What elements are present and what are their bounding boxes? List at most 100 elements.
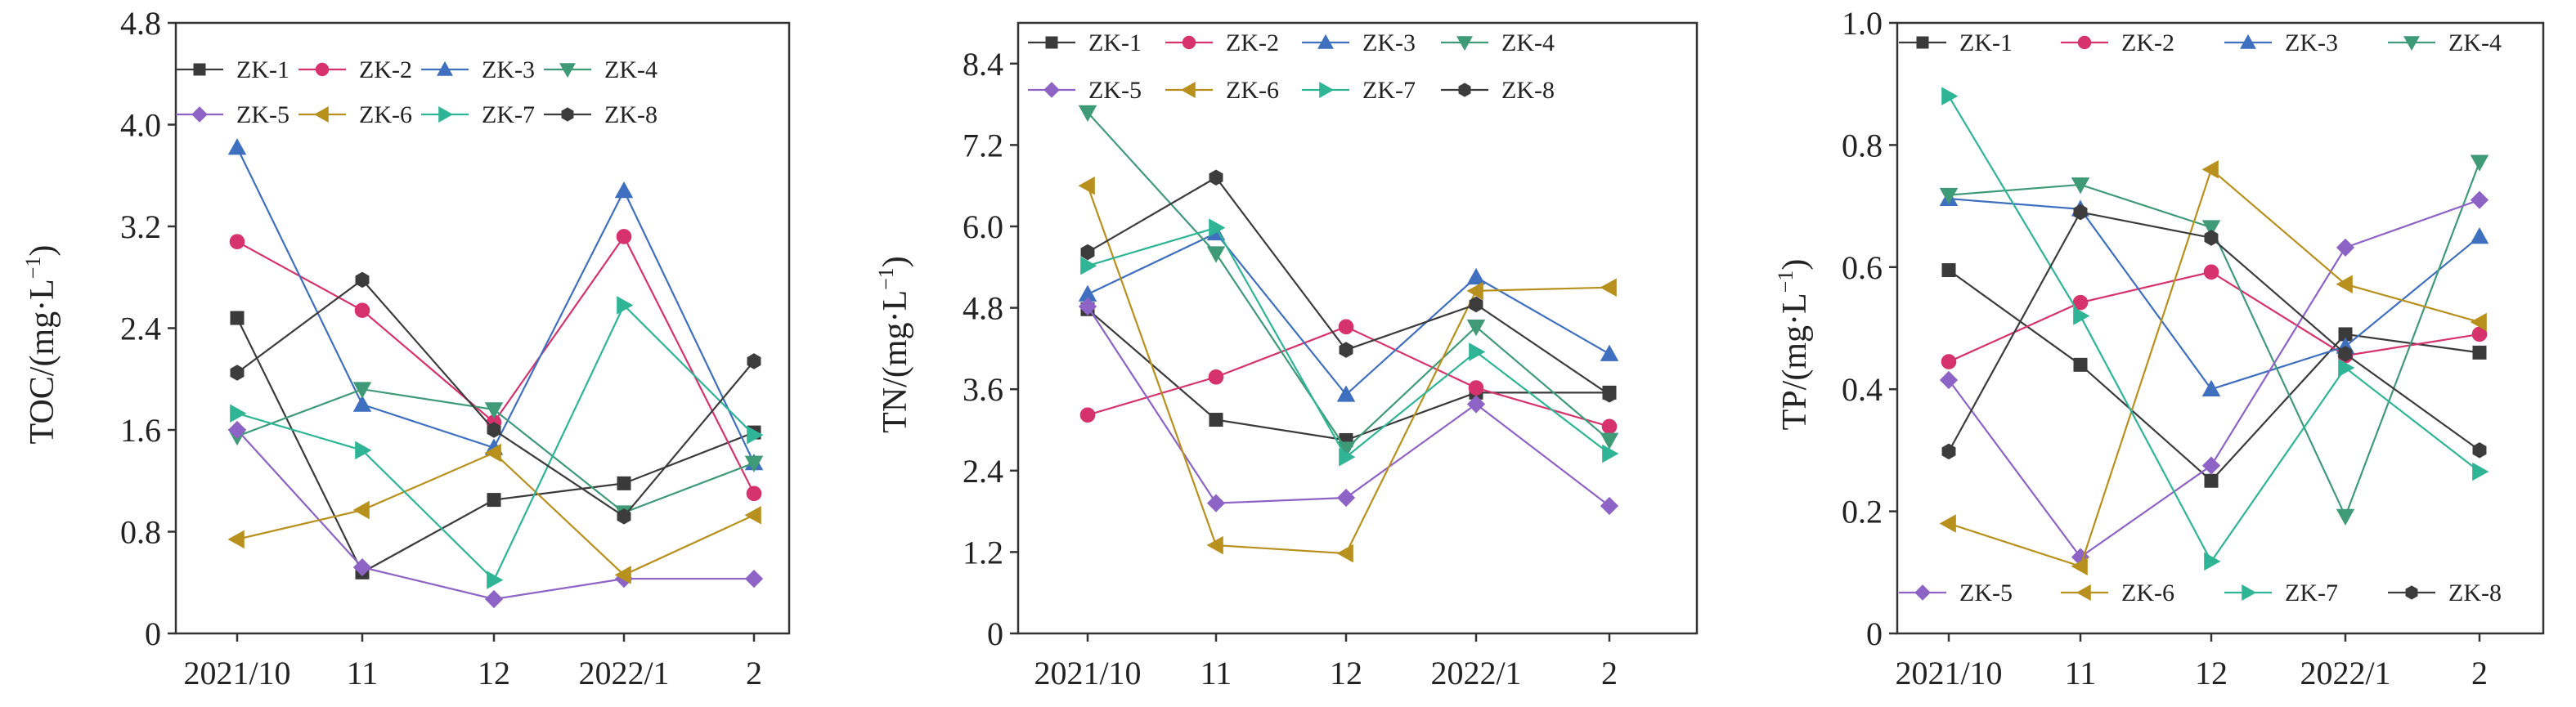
data-point-zk-7-4 <box>1469 342 1486 361</box>
data-point-zk-8-5 <box>1602 387 1617 403</box>
legend-marker-zk-4 <box>1456 36 1473 51</box>
data-point-zk-8-5 <box>747 353 761 369</box>
data-point-zk-7-1 <box>230 404 247 423</box>
y-tick-label: 0.4 <box>1842 371 1883 408</box>
series-line-zk-8 <box>1087 176 1610 396</box>
data-point-zk-8-2 <box>355 271 370 289</box>
x-tick-label: 2022/1 <box>1430 655 1521 691</box>
data-point-zk-4-3 <box>2201 220 2221 237</box>
legend-marker-zk-4 <box>2403 36 2420 51</box>
series-zk-5 <box>1078 297 1619 516</box>
x-tick-label: 2021/10 <box>1895 655 2002 691</box>
legend-marker-zk-7 <box>438 106 454 123</box>
legend-label: ZK-2 <box>2121 29 2174 56</box>
data-point-zk-2-5 <box>746 486 762 502</box>
data-point-zk-4-4 <box>1466 320 1486 337</box>
data-point-zk-3-1 <box>227 138 247 155</box>
data-point-zk-4-5 <box>744 455 764 472</box>
data-point-zk-3-5 <box>2470 227 2489 244</box>
data-point-zk-4-4 <box>2336 508 2355 526</box>
legend-item-zk-3: ZK-3 <box>2224 29 2338 56</box>
x-tick-label: 2 <box>2471 655 2488 691</box>
data-point-zk-2-1 <box>1941 354 1957 369</box>
legend-item-zk-2: ZK-2 <box>298 56 412 83</box>
x-tick-label: 2 <box>1601 655 1618 691</box>
legend-marker-zk-3 <box>437 60 453 76</box>
legend-marker-zk-1 <box>1045 36 1058 49</box>
legend-item-zk-1: ZK-1 <box>1899 29 2013 56</box>
data-point-zk-2-4 <box>616 229 632 244</box>
data-point-zk-2-5 <box>1601 418 1618 435</box>
y-tick-label: 0 <box>145 615 161 652</box>
series-line-zk-8 <box>236 278 755 518</box>
data-point-zk-1-1 <box>1941 263 1956 278</box>
data-point-zk-7-1 <box>1080 256 1097 275</box>
plot-frame <box>1016 21 1699 635</box>
y-axis-title: TOC/(mg·L−1) <box>21 245 61 445</box>
legend-item-zk-3: ZK-3 <box>421 56 535 83</box>
y-axis-title-close: ) <box>1776 259 1814 271</box>
chart-panel-2: 0 1.2 2.4 3.6 4.8 6.0 7.2 8.4 2021/10 11 12 2022/1 2… <box>874 21 1699 691</box>
legend-marker-zk-3 <box>1317 34 1334 49</box>
data-point-zk-5-5 <box>1600 496 1619 516</box>
x-tick-label: 2021/10 <box>1034 655 1141 691</box>
data-point-zk-8-5 <box>2472 442 2487 459</box>
legend-item-zk-1: ZK-1 <box>176 56 289 83</box>
y-tick-label: 0.2 <box>1842 494 1883 530</box>
x-tick-label: 11 <box>2065 655 2097 691</box>
data-point-zk-4-1 <box>1939 187 1959 205</box>
data-point-zk-1-2 <box>1209 413 1223 427</box>
data-point-zk-4-5 <box>1600 432 1619 450</box>
data-point-zk-7-2 <box>355 441 372 460</box>
legend-marker-zk-5 <box>191 106 208 123</box>
data-point-zk-5-1 <box>1078 297 1097 316</box>
legend-label: ZK-6 <box>1226 77 1279 104</box>
legend-marker-zk-5 <box>1914 584 1931 601</box>
series-zk-7 <box>230 296 764 589</box>
legend-label: ZK-4 <box>2448 29 2502 56</box>
data-point-zk-6-3 <box>1336 544 1353 563</box>
y-axis-title-main: TN/(mg·L <box>877 290 914 433</box>
x-tick-label: 11 <box>1200 655 1232 691</box>
data-point-zk-6-5 <box>1600 278 1617 297</box>
series-zk-8 <box>1941 204 2487 460</box>
y-tick-label: 6.0 <box>963 208 1003 245</box>
y-tick-label: 2.4 <box>963 453 1003 490</box>
legend-item-zk-7: ZK-7 <box>421 101 535 128</box>
legend-item-zk-5: ZK-5 <box>1899 579 2013 606</box>
legend-item-zk-6: ZK-6 <box>298 101 412 128</box>
x-tick-label: 2 <box>746 655 762 691</box>
data-point-zk-2-1 <box>229 234 245 249</box>
x-tick-label: 2022/1 <box>2300 655 2390 691</box>
data-point-zk-5-4 <box>1466 395 1486 414</box>
legend-marker-zk-6 <box>313 106 329 123</box>
data-point-zk-5-1 <box>1939 370 1959 390</box>
series-zk-4 <box>1078 105 1619 459</box>
series-zk-8 <box>230 271 761 525</box>
data-point-zk-1-4 <box>617 476 631 490</box>
legend-marker-zk-4 <box>559 63 576 78</box>
data-point-zk-6-2 <box>2071 557 2088 576</box>
x-tick-label: 12 <box>1330 655 1362 691</box>
data-point-zk-6-4 <box>2336 275 2353 293</box>
legend-item-zk-5: ZK-5 <box>1028 77 1142 104</box>
plot-frame <box>1896 21 2545 635</box>
y-axis-title: TP/(mg·L−1) <box>1774 259 1814 431</box>
legend-marker-zk-8 <box>2405 585 2418 600</box>
series-zk-7 <box>1941 87 2489 571</box>
data-point-zk-4-2 <box>1206 246 1226 263</box>
legend-marker-zk-3 <box>2240 34 2256 49</box>
y-tick-label: 3.6 <box>963 371 1003 408</box>
chart-panel-3: 0 0.2 0.4 0.6 0.8 1.0 2021/10 11 12 2022/1 2 TP/(mg… <box>1774 5 2545 691</box>
data-point-zk-5-5 <box>2470 190 2489 209</box>
legend-label: ZK-1 <box>1088 29 1142 56</box>
legend-label: ZK-7 <box>2285 579 2338 606</box>
y-axis-title-superscript: −1 <box>21 257 45 280</box>
data-point-zk-7-5 <box>2472 462 2489 481</box>
data-point-zk-3-4 <box>614 181 634 199</box>
data-point-zk-5-2 <box>1206 494 1226 512</box>
series-zk-8 <box>1080 169 1617 403</box>
data-point-zk-5-2 <box>352 557 372 577</box>
series-zk-6 <box>1078 176 1617 563</box>
